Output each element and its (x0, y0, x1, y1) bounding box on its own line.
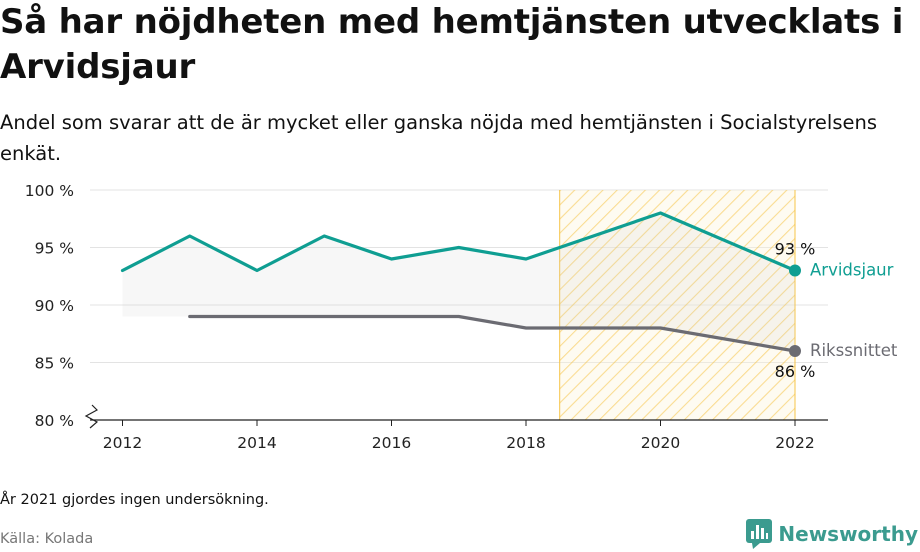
gap-area (122, 213, 795, 351)
x-tick-label: 2012 (103, 434, 142, 452)
highlight-period-hatch (559, 190, 795, 420)
series-name-label: Rikssnittet (810, 341, 898, 360)
series-end-value-label: 93 % (775, 240, 816, 259)
y-tick-label: 80 % (35, 412, 74, 430)
y-tick-label: 85 % (35, 355, 74, 373)
y-tick-label: 90 % (35, 297, 74, 315)
series-end-marker-arvidsjaur (789, 264, 801, 277)
chart-title: Så har nöjdheten med hemtjänsten utveckl… (0, 2, 904, 87)
source-text: Källa: Kolada (0, 531, 94, 547)
series-line-rikssnittet (188, 314, 797, 353)
axis-break-icon (84, 404, 99, 429)
brand-name: Newsworthy (778, 522, 918, 546)
y-tick-label: 95 % (35, 240, 74, 258)
x-tick-label: 2020 (641, 434, 680, 452)
y-tick-label: 100 % (25, 182, 74, 200)
newsworthy-logo-icon (746, 519, 773, 549)
series-end-value-label: 86 % (775, 362, 816, 381)
x-tick-label: 2018 (506, 434, 545, 452)
brand-logo: Newsworthy (746, 519, 918, 549)
x-tick-label: 2022 (775, 434, 814, 452)
series-end-marker-rikssnittet (789, 345, 801, 357)
line-chart: 100 % 95 % 90 % 85 % 80 % 2012 2014 2016 2018 202… (25, 182, 898, 452)
footnote: År 2021 gjordes ingen undersökning. (0, 492, 269, 508)
chart-subtitle: Andel som svarar att de är mycket eller … (0, 111, 878, 165)
series-name-label: Arvidsjaur (810, 261, 894, 280)
x-tick-label: 2016 (372, 434, 411, 452)
x-tick-label: 2014 (237, 434, 276, 452)
series-line-arvidsjaur (120, 211, 797, 273)
